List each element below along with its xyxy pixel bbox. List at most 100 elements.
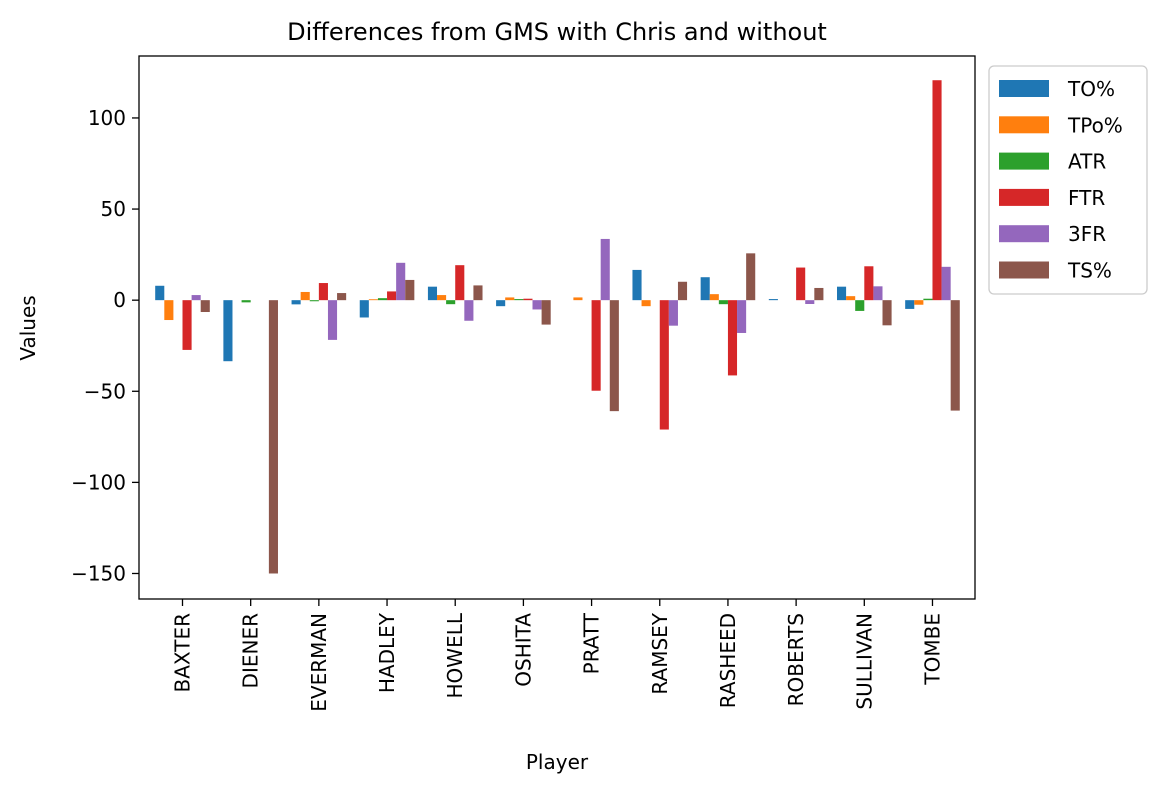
bar bbox=[718, 300, 728, 305]
x-tick-label: TOMBE bbox=[920, 613, 944, 686]
bar bbox=[914, 300, 924, 305]
bar bbox=[327, 300, 338, 340]
y-axis-label: Values bbox=[16, 295, 40, 360]
bar bbox=[873, 286, 883, 301]
bars-group bbox=[155, 80, 960, 574]
chart-title: Differences from GMS with Chris and with… bbox=[287, 18, 827, 46]
x-tick-label: BAXTER bbox=[171, 613, 195, 693]
bar bbox=[368, 299, 378, 301]
x-axis: BAXTER DIENER EVERMAN HADLEY HOWELL OSHITA PRA… bbox=[171, 599, 944, 712]
bar bbox=[309, 300, 319, 302]
bar bbox=[496, 300, 506, 307]
legend-swatch bbox=[999, 80, 1049, 97]
bar bbox=[473, 285, 483, 301]
bar bbox=[241, 300, 251, 303]
bar bbox=[200, 300, 210, 313]
bar bbox=[223, 300, 233, 362]
bar bbox=[677, 281, 688, 301]
bar bbox=[164, 300, 174, 321]
bar bbox=[796, 267, 806, 301]
x-tick-label: RASHEED bbox=[716, 613, 740, 708]
legend-swatch bbox=[999, 261, 1049, 279]
bar bbox=[377, 298, 388, 301]
legend-label: TO% bbox=[1067, 77, 1115, 101]
x-tick-label: RAMSEY bbox=[648, 612, 672, 694]
bar bbox=[864, 266, 874, 301]
bar bbox=[837, 286, 847, 301]
x-tick-label: OSHITA bbox=[511, 613, 535, 687]
bar bbox=[941, 266, 951, 301]
bar bbox=[923, 298, 933, 301]
bar bbox=[318, 283, 328, 301]
bar bbox=[191, 295, 201, 301]
bar bbox=[905, 300, 915, 309]
x-tick-label: ROBERTS bbox=[784, 613, 808, 706]
bar bbox=[814, 287, 824, 301]
x-tick-label: HOWELL bbox=[443, 612, 467, 698]
legend-swatch bbox=[999, 225, 1049, 243]
y-tick-label: −150 bbox=[71, 561, 126, 585]
x-axis-label: Player bbox=[526, 750, 589, 774]
bar bbox=[155, 285, 165, 301]
legend-swatch bbox=[999, 188, 1049, 206]
bar bbox=[641, 300, 651, 307]
y-axis: 100 50 0 −50 −100 −150 bbox=[71, 106, 139, 585]
legend-label: ATR bbox=[1068, 150, 1106, 174]
legend-label: 3FR bbox=[1068, 222, 1106, 246]
bar bbox=[746, 253, 756, 301]
x-tick-label: HADLEY bbox=[375, 612, 399, 693]
bar bbox=[591, 300, 601, 391]
y-tick-label: 100 bbox=[88, 106, 126, 130]
bar bbox=[727, 300, 738, 376]
bar bbox=[514, 299, 524, 301]
bar bbox=[300, 291, 310, 301]
bar bbox=[855, 300, 865, 311]
x-tick-label: PRATT bbox=[580, 612, 604, 674]
bar bbox=[768, 299, 778, 301]
bar bbox=[359, 300, 369, 318]
legend-label: TPo% bbox=[1067, 113, 1123, 137]
legend-items: TO% TPo% ATR FTR 3FR TS% bbox=[999, 77, 1123, 283]
x-tick-label: DIENER bbox=[239, 613, 263, 689]
bar bbox=[950, 300, 960, 411]
bar bbox=[455, 265, 465, 301]
bar bbox=[291, 300, 301, 305]
bar bbox=[464, 300, 474, 321]
legend: TO% TPo% ATR FTR 3FR TS% bbox=[988, 65, 1148, 295]
bar bbox=[396, 262, 406, 301]
y-tick-label: −50 bbox=[84, 379, 126, 403]
y-tick-label: −100 bbox=[71, 470, 126, 494]
plot-frame bbox=[138, 55, 976, 600]
y-tick-label: 50 bbox=[101, 197, 126, 221]
bar bbox=[182, 300, 192, 350]
bar bbox=[268, 300, 278, 574]
x-tick-label: SULLIVAN bbox=[852, 613, 876, 710]
bar bbox=[505, 297, 515, 301]
x-tick-label: EVERMAN bbox=[307, 613, 331, 712]
bar bbox=[668, 300, 678, 326]
legend-label: TS% bbox=[1067, 259, 1112, 283]
bar bbox=[446, 300, 456, 305]
legend-swatch bbox=[999, 116, 1049, 134]
bar bbox=[573, 297, 583, 301]
bar bbox=[700, 277, 710, 301]
bar bbox=[427, 286, 438, 301]
bar bbox=[541, 300, 551, 325]
bar bbox=[609, 300, 619, 412]
bar bbox=[437, 295, 447, 301]
bar bbox=[337, 293, 347, 301]
bar bbox=[882, 300, 892, 326]
bar bbox=[932, 80, 942, 301]
bar bbox=[532, 300, 542, 310]
bar bbox=[523, 298, 533, 301]
bar bbox=[805, 300, 815, 304]
y-tick-label: 0 bbox=[113, 288, 126, 312]
bar bbox=[405, 279, 415, 301]
legend-swatch bbox=[999, 152, 1049, 170]
legend-label: FTR bbox=[1068, 186, 1105, 210]
bar bbox=[600, 238, 610, 301]
bar bbox=[709, 294, 719, 301]
bar bbox=[737, 300, 747, 333]
bar bbox=[846, 296, 856, 301]
